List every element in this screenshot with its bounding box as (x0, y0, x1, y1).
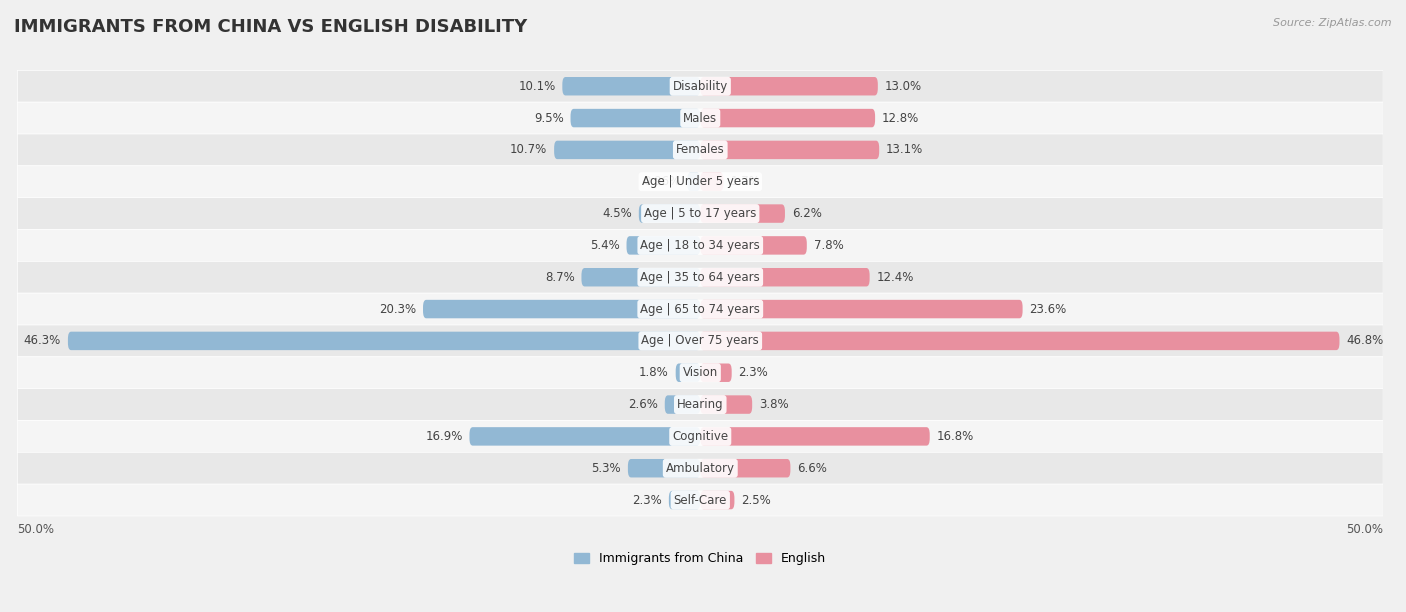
Text: 5.4%: 5.4% (591, 239, 620, 252)
Text: 13.1%: 13.1% (886, 143, 924, 157)
FancyBboxPatch shape (554, 141, 700, 159)
Text: Males: Males (683, 111, 717, 125)
Text: 16.8%: 16.8% (936, 430, 974, 443)
FancyBboxPatch shape (669, 491, 700, 509)
Legend: Immigrants from China, English: Immigrants from China, English (574, 553, 827, 565)
Text: Age | Under 5 years: Age | Under 5 years (641, 175, 759, 188)
Text: 3.8%: 3.8% (759, 398, 789, 411)
Text: 2.6%: 2.6% (628, 398, 658, 411)
Text: 23.6%: 23.6% (1029, 302, 1067, 316)
FancyBboxPatch shape (423, 300, 700, 318)
FancyBboxPatch shape (688, 173, 700, 191)
Text: 46.3%: 46.3% (24, 334, 60, 348)
FancyBboxPatch shape (17, 166, 1384, 198)
FancyBboxPatch shape (67, 332, 700, 350)
Text: Vision: Vision (683, 366, 718, 379)
FancyBboxPatch shape (700, 300, 1022, 318)
Text: 12.4%: 12.4% (876, 271, 914, 284)
Text: 50.0%: 50.0% (1346, 523, 1384, 536)
FancyBboxPatch shape (676, 364, 700, 382)
Text: 1.8%: 1.8% (640, 366, 669, 379)
Text: 13.0%: 13.0% (884, 80, 922, 93)
FancyBboxPatch shape (700, 109, 875, 127)
Text: 16.9%: 16.9% (425, 430, 463, 443)
Text: Source: ZipAtlas.com: Source: ZipAtlas.com (1274, 18, 1392, 28)
Text: 0.96%: 0.96% (643, 175, 681, 188)
FancyBboxPatch shape (17, 452, 1384, 484)
Text: 20.3%: 20.3% (380, 302, 416, 316)
FancyBboxPatch shape (638, 204, 700, 223)
FancyBboxPatch shape (17, 389, 1384, 420)
FancyBboxPatch shape (17, 102, 1384, 134)
Text: 2.3%: 2.3% (633, 493, 662, 507)
FancyBboxPatch shape (700, 173, 724, 191)
Text: Age | 65 to 74 years: Age | 65 to 74 years (640, 302, 761, 316)
Text: 46.8%: 46.8% (1347, 334, 1384, 348)
Text: 6.6%: 6.6% (797, 461, 827, 475)
Text: Females: Females (676, 143, 724, 157)
FancyBboxPatch shape (17, 70, 1384, 102)
FancyBboxPatch shape (700, 236, 807, 255)
FancyBboxPatch shape (17, 293, 1384, 325)
FancyBboxPatch shape (470, 427, 700, 446)
FancyBboxPatch shape (562, 77, 700, 95)
Text: Age | 35 to 64 years: Age | 35 to 64 years (640, 271, 761, 284)
Text: Disability: Disability (672, 80, 728, 93)
FancyBboxPatch shape (700, 395, 752, 414)
FancyBboxPatch shape (17, 134, 1384, 166)
FancyBboxPatch shape (700, 268, 870, 286)
Text: 7.8%: 7.8% (814, 239, 844, 252)
Text: 10.1%: 10.1% (519, 80, 555, 93)
Text: Self-Care: Self-Care (673, 493, 727, 507)
Text: 2.5%: 2.5% (741, 493, 770, 507)
Text: 12.8%: 12.8% (882, 111, 920, 125)
FancyBboxPatch shape (627, 236, 700, 255)
Text: 8.7%: 8.7% (546, 271, 575, 284)
Text: 6.2%: 6.2% (792, 207, 821, 220)
FancyBboxPatch shape (17, 420, 1384, 452)
Text: 50.0%: 50.0% (17, 523, 55, 536)
FancyBboxPatch shape (17, 261, 1384, 293)
Text: 5.3%: 5.3% (592, 461, 621, 475)
Text: Age | 5 to 17 years: Age | 5 to 17 years (644, 207, 756, 220)
FancyBboxPatch shape (700, 491, 734, 509)
FancyBboxPatch shape (700, 77, 877, 95)
FancyBboxPatch shape (571, 109, 700, 127)
FancyBboxPatch shape (700, 141, 879, 159)
FancyBboxPatch shape (17, 357, 1384, 389)
Text: IMMIGRANTS FROM CHINA VS ENGLISH DISABILITY: IMMIGRANTS FROM CHINA VS ENGLISH DISABIL… (14, 18, 527, 36)
FancyBboxPatch shape (17, 230, 1384, 261)
FancyBboxPatch shape (582, 268, 700, 286)
Text: 2.3%: 2.3% (738, 366, 768, 379)
FancyBboxPatch shape (628, 459, 700, 477)
Text: Cognitive: Cognitive (672, 430, 728, 443)
Text: Hearing: Hearing (676, 398, 724, 411)
FancyBboxPatch shape (700, 459, 790, 477)
FancyBboxPatch shape (17, 484, 1384, 516)
Text: Ambulatory: Ambulatory (666, 461, 735, 475)
Text: 9.5%: 9.5% (534, 111, 564, 125)
Text: 10.7%: 10.7% (510, 143, 547, 157)
FancyBboxPatch shape (700, 332, 1340, 350)
Text: 1.7%: 1.7% (730, 175, 761, 188)
Text: 4.5%: 4.5% (602, 207, 631, 220)
FancyBboxPatch shape (665, 395, 700, 414)
FancyBboxPatch shape (700, 204, 785, 223)
FancyBboxPatch shape (17, 198, 1384, 230)
FancyBboxPatch shape (700, 427, 929, 446)
FancyBboxPatch shape (700, 364, 731, 382)
Text: Age | 18 to 34 years: Age | 18 to 34 years (640, 239, 761, 252)
FancyBboxPatch shape (17, 325, 1384, 357)
Text: Age | Over 75 years: Age | Over 75 years (641, 334, 759, 348)
